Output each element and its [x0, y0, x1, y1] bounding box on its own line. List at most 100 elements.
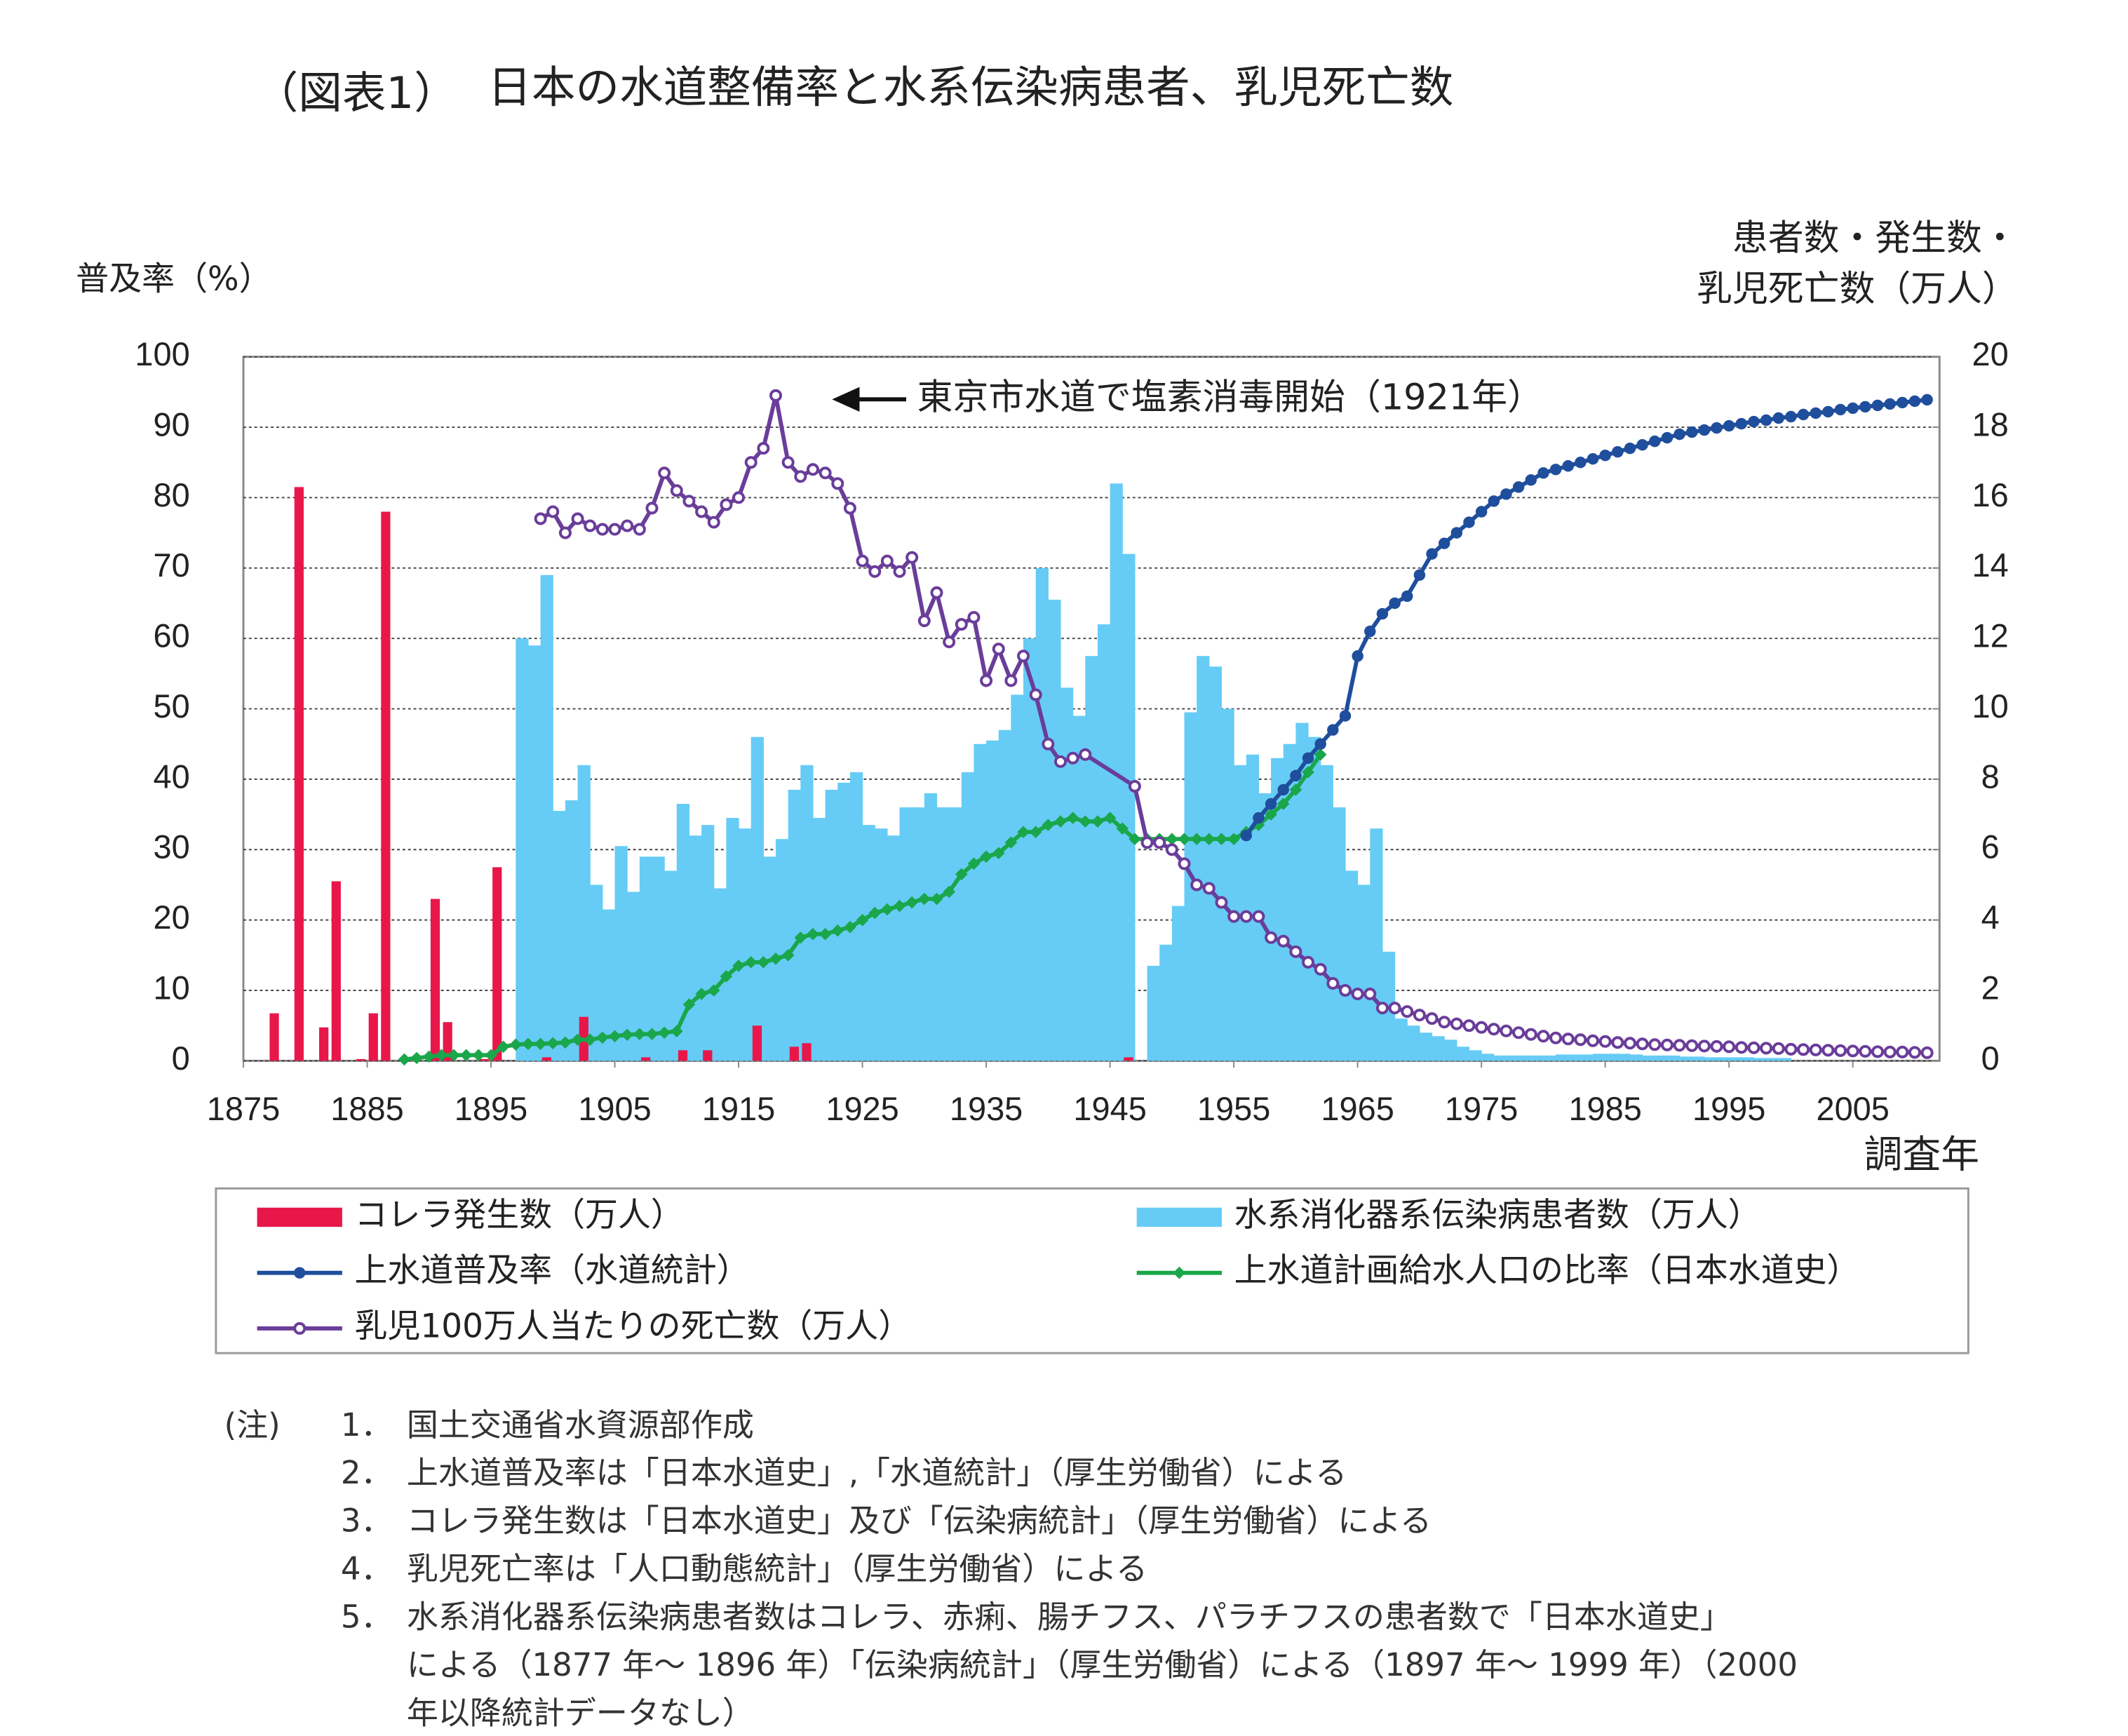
- point: [1438, 537, 1450, 549]
- point: [1202, 882, 1215, 895]
- point: [1401, 590, 1413, 603]
- point: [1661, 431, 1674, 444]
- legend-item: 上水道計画給水人口の比率（日本水道史）: [1136, 1251, 1859, 1290]
- bar: [986, 740, 999, 1061]
- legend-label: 乳児100万人当たりの死亡数（万人）: [354, 1307, 911, 1345]
- x-tick-label: 1915: [702, 1090, 775, 1127]
- point: [571, 1033, 584, 1047]
- bar: [1580, 1054, 1594, 1061]
- point: [1537, 467, 1549, 479]
- y-axis-label: 普及率（%）: [76, 260, 271, 299]
- point: [1190, 878, 1204, 891]
- point: [1525, 474, 1537, 486]
- point: [1166, 833, 1178, 846]
- point: [1364, 625, 1376, 638]
- point: [992, 642, 1005, 656]
- legend-label: 水系消化器系伝染病患者数（万人）: [1234, 1196, 1761, 1234]
- notes-label: (注): [224, 1406, 281, 1444]
- bar: [640, 1057, 651, 1061]
- point: [930, 586, 943, 599]
- x-tick-label: 1875: [207, 1090, 280, 1127]
- legend: コレラ発生数（万人） 水系消化器系伝染病患者数（万人） 上水道普及率（水道統計） 上水…: [257, 1196, 1859, 1345]
- point: [1660, 1038, 1674, 1051]
- annotation-arrowhead: [832, 386, 860, 412]
- bar: [1048, 599, 1061, 1061]
- point: [1797, 408, 1810, 421]
- plot-area: 0 10 20 30 40 50 60 70 80 90 100 0 2 4 6 8 10 12 14 16 18 20 1…: [135, 335, 2008, 1127]
- y2-tick-label: 20: [1972, 335, 2009, 372]
- bar: [527, 645, 541, 1061]
- point: [744, 456, 757, 469]
- bar: [553, 811, 566, 1061]
- bar: [676, 804, 690, 1061]
- note-text: 上水道普及率は「日本水道史」,「水道統計」（厚生労働省）による: [407, 1454, 1347, 1491]
- point: [1351, 988, 1364, 1001]
- bar: [1072, 715, 1086, 1061]
- point: [1413, 569, 1426, 581]
- point: [1450, 1017, 1463, 1030]
- bar: [577, 765, 591, 1061]
- point: [980, 850, 992, 863]
- point: [1314, 738, 1326, 750]
- bar: [912, 807, 925, 1061]
- point: [1389, 597, 1401, 610]
- point: [1871, 1045, 1885, 1058]
- point: [1413, 1009, 1426, 1022]
- legend-swatch: [257, 1207, 342, 1227]
- bar: [924, 793, 938, 1061]
- bar: [1333, 807, 1346, 1061]
- legend-swatch: [1136, 1207, 1222, 1227]
- point: [1079, 815, 1092, 828]
- bar: [689, 835, 702, 1061]
- point: [794, 470, 807, 483]
- point: [1735, 417, 1748, 430]
- point: [1908, 395, 1921, 408]
- point: [670, 1025, 683, 1038]
- point: [1772, 1042, 1785, 1055]
- y2-tick-label: 12: [1972, 617, 2009, 654]
- bar: [862, 825, 875, 1061]
- point: [1747, 1041, 1760, 1054]
- bar: [1271, 758, 1284, 1061]
- point: [1190, 833, 1203, 846]
- point: [1450, 527, 1463, 539]
- bar: [1456, 1047, 1470, 1061]
- point: [1587, 453, 1599, 465]
- point: [1784, 1042, 1798, 1056]
- point: [769, 953, 782, 965]
- x-tick-label: 1955: [1197, 1090, 1270, 1127]
- point: [1834, 1044, 1847, 1057]
- point: [1810, 407, 1821, 419]
- point: [769, 389, 783, 402]
- point: [608, 523, 621, 536]
- bar: [1543, 1055, 1556, 1061]
- x-tick-label: 1885: [330, 1090, 403, 1127]
- bar: [1679, 1056, 1692, 1061]
- point: [1475, 506, 1488, 518]
- bar: [825, 789, 838, 1061]
- point: [1500, 488, 1512, 500]
- bar: [998, 729, 1011, 1061]
- point: [1277, 934, 1290, 948]
- figure-number: （図表1）: [255, 67, 458, 119]
- point: [1066, 751, 1079, 765]
- point: [1475, 1021, 1488, 1034]
- y2-axis-label: 乳児死亡数（万人）: [1697, 268, 2018, 309]
- note-text: 乳児死亡率は「人口動態統計」（厚生労働省）による: [407, 1550, 1147, 1587]
- bar: [639, 856, 653, 1061]
- point: [546, 505, 560, 518]
- bar: [356, 1058, 366, 1061]
- bar: [565, 800, 579, 1061]
- annotation: 東京市水道で塩素消毒開始（1921年）: [832, 376, 1543, 417]
- note-text: 国土交通省水資源部作成: [407, 1406, 754, 1444]
- point: [398, 1053, 411, 1066]
- y-tick-label: 100: [135, 335, 189, 372]
- annotation-text: 東京市水道で塩素消毒開始（1921年）: [917, 376, 1543, 417]
- bar: [516, 638, 529, 1061]
- bar: [974, 743, 987, 1061]
- bar: [1295, 722, 1309, 1061]
- bar: [849, 772, 863, 1061]
- point: [1252, 910, 1265, 923]
- bar: [1766, 1058, 1779, 1061]
- point: [1289, 783, 1302, 796]
